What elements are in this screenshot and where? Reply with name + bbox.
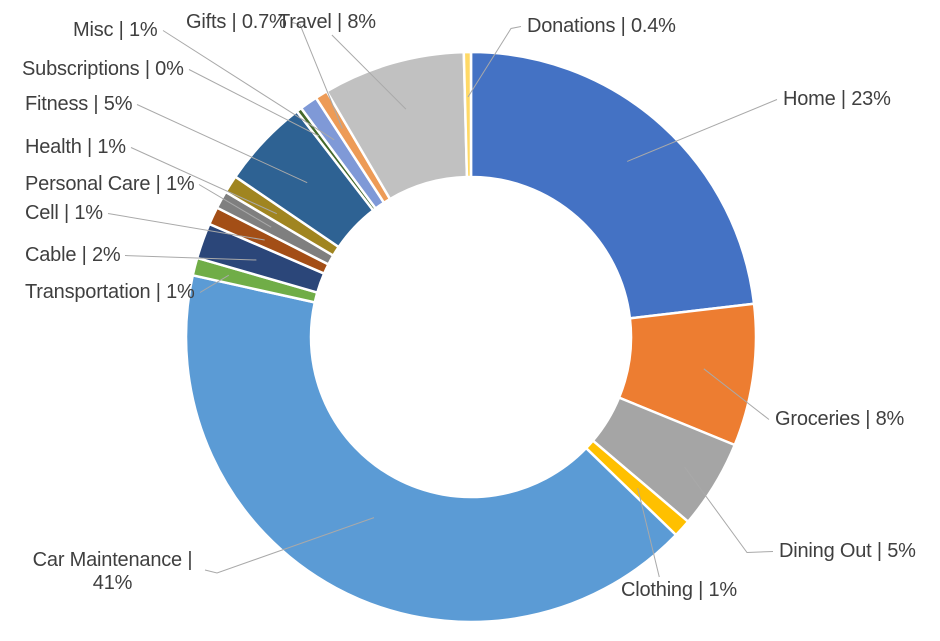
leader-line-personal-care — [198, 184, 272, 228]
callout-transportation: Transportation | 1% — [25, 281, 195, 303]
callout-subscriptions: Subscriptions | 0% — [22, 58, 184, 80]
callout-car-maintenance: Car Maintenance | 41% — [32, 549, 193, 594]
leader-line-home — [627, 99, 778, 162]
callout-travel: Travel | 8% — [278, 11, 376, 33]
callout-dining-out: Dining Out | 5% — [779, 540, 916, 562]
slice-home[interactable] — [469, 50, 756, 320]
leader-line-car-maintenance — [204, 517, 375, 574]
leader-line-travel — [331, 34, 407, 110]
slice-car-maintenance[interactable] — [184, 274, 678, 624]
leader-line-misc — [162, 30, 335, 141]
callout-personal-care: Personal Care | 1% — [25, 173, 195, 195]
callout-cell: Cell | 1% — [25, 202, 103, 224]
leader-line-gifts — [291, 22, 343, 129]
callout-misc: Misc | 1% — [73, 19, 158, 41]
leader-line-groceries — [703, 368, 770, 420]
leader-line-clothing — [637, 487, 660, 578]
leader-line-transportation — [199, 274, 230, 293]
leader-line-subscriptions — [188, 69, 320, 137]
leader-line-health — [130, 147, 278, 215]
slice-donations[interactable] — [462, 50, 473, 179]
callout-gifts: Gifts | 0.7% — [186, 11, 287, 33]
leader-line-fitness — [136, 104, 308, 184]
leader-line-cable — [124, 255, 257, 261]
callout-clothing: Clothing | 1% — [621, 579, 737, 601]
leader-line-donations — [467, 26, 522, 98]
callout-cable: Cable | 2% — [25, 244, 121, 266]
callout-health: Health | 1% — [25, 136, 126, 158]
callout-groceries: Groceries | 8% — [775, 408, 905, 430]
callout-fitness: Fitness | 5% — [25, 93, 133, 115]
callout-donations: Donations | 0.4% — [527, 15, 676, 37]
leader-line-cell — [107, 213, 265, 241]
callout-home: Home | 23% — [783, 88, 891, 110]
leader-line-dining-out — [684, 466, 774, 554]
